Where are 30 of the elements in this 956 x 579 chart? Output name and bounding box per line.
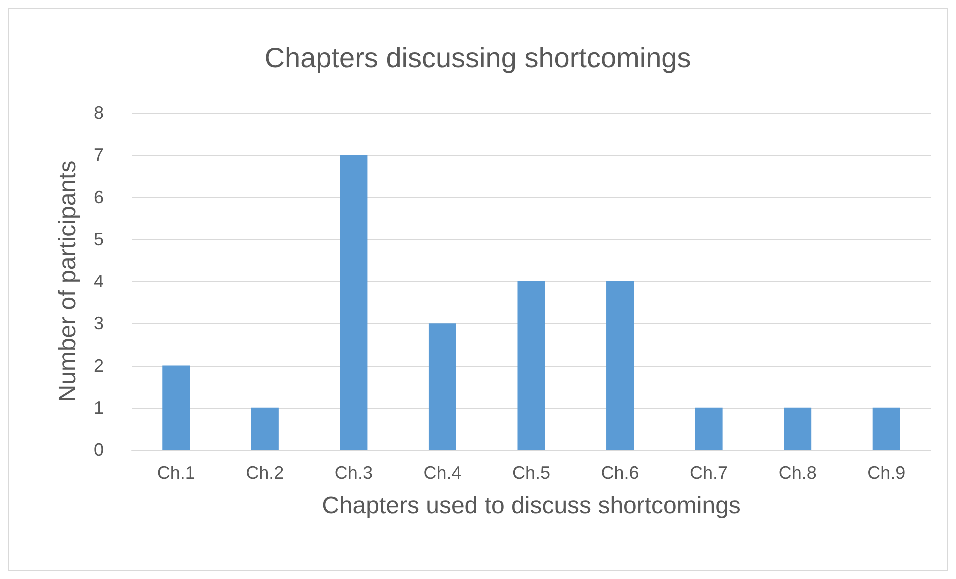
y-tick-label: 4: [94, 272, 104, 292]
x-tick-label: Ch.7: [690, 463, 728, 483]
x-tick-label: Ch.8: [778, 463, 817, 483]
y-tick-label: 5: [94, 229, 104, 250]
x-tick-label: Ch.6: [601, 463, 640, 483]
y-tick-label: 6: [94, 187, 104, 208]
y-tick-label: 3: [94, 314, 104, 334]
bar: [251, 408, 279, 450]
y-tick-label: 1: [94, 398, 104, 418]
x-tick-label: Ch.1: [157, 463, 196, 483]
y-tick-label: 8: [94, 103, 104, 123]
y-axis-title: Number of participants: [54, 160, 82, 402]
bar: [695, 408, 723, 450]
bar: [606, 282, 634, 450]
bar: [518, 282, 546, 450]
x-tick-label: Ch.2: [246, 463, 284, 483]
x-tick-label: Ch.5: [512, 463, 551, 483]
y-tick-label: 0: [94, 440, 104, 460]
bar: [784, 408, 812, 450]
bar: [872, 408, 900, 450]
x-tick-label: Ch.4: [424, 463, 462, 483]
bar: [162, 366, 190, 450]
x-tick-label: Ch.3: [334, 463, 373, 483]
bar: [428, 324, 456, 450]
y-tick-label: 7: [94, 145, 104, 166]
x-axis-title: Chapters used to discuss shortcomings: [322, 492, 741, 520]
y-tick-label: 2: [94, 356, 104, 376]
bar: [340, 155, 368, 450]
x-tick-label: Ch.9: [868, 463, 906, 483]
chart-title: Chapters discussing shortcomings: [264, 42, 692, 74]
